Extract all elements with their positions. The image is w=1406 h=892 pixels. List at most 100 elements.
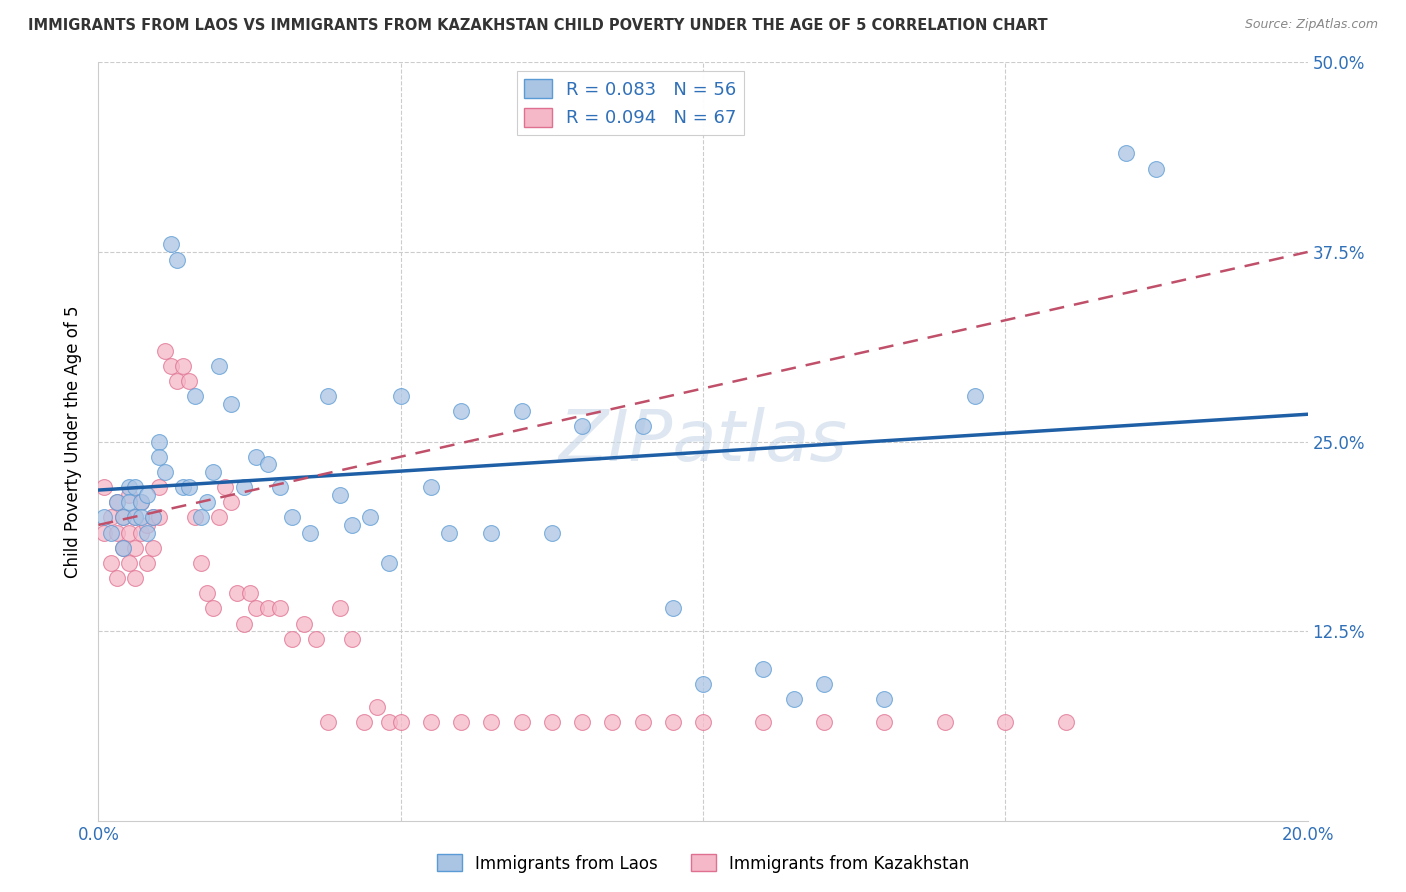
Point xyxy=(1144,161,1167,176)
Point xyxy=(166,374,188,388)
Point xyxy=(105,495,128,509)
Point xyxy=(105,525,128,540)
Point xyxy=(329,487,352,501)
Point xyxy=(269,480,291,494)
Point xyxy=(342,632,364,646)
Point xyxy=(221,495,243,509)
Point xyxy=(360,510,382,524)
Point xyxy=(571,715,593,730)
Point xyxy=(994,715,1017,730)
Point xyxy=(100,556,122,570)
Point xyxy=(292,616,315,631)
Point xyxy=(813,677,835,691)
Point xyxy=(299,525,322,540)
Point xyxy=(813,715,835,730)
Point xyxy=(661,601,683,615)
Point xyxy=(366,699,388,714)
Point xyxy=(129,525,152,540)
Point xyxy=(305,632,328,646)
Point xyxy=(752,662,775,676)
Point xyxy=(256,458,278,472)
Point xyxy=(783,692,806,706)
Point xyxy=(179,374,201,388)
Point xyxy=(631,715,654,730)
Point xyxy=(160,359,183,373)
Point xyxy=(510,404,533,418)
Text: IMMIGRANTS FROM LAOS VS IMMIGRANTS FROM KAZAKHSTAN CHILD POVERTY UNDER THE AGE O: IMMIGRANTS FROM LAOS VS IMMIGRANTS FROM … xyxy=(28,18,1047,33)
Point xyxy=(481,525,503,540)
Point xyxy=(129,495,152,509)
Point xyxy=(934,715,956,730)
Point xyxy=(105,495,128,509)
Point xyxy=(353,715,375,730)
Point xyxy=(540,525,562,540)
Point xyxy=(316,389,339,403)
Text: ZIPatlas: ZIPatlas xyxy=(558,407,848,476)
Point xyxy=(281,632,304,646)
Point xyxy=(281,510,304,524)
Point xyxy=(124,480,146,494)
Point xyxy=(148,480,170,494)
Point xyxy=(166,252,188,267)
Point xyxy=(135,556,157,570)
Point xyxy=(93,510,115,524)
Point xyxy=(100,510,122,524)
Point xyxy=(420,715,443,730)
Point xyxy=(481,715,503,730)
Point xyxy=(184,389,207,403)
Point xyxy=(118,556,141,570)
Point xyxy=(692,715,714,730)
Point xyxy=(153,343,176,358)
Point xyxy=(1115,146,1137,161)
Point xyxy=(245,601,267,615)
Point xyxy=(420,480,443,494)
Point xyxy=(118,525,141,540)
Point xyxy=(873,692,896,706)
Point xyxy=(172,480,194,494)
Point xyxy=(179,480,201,494)
Point xyxy=(148,450,170,464)
Point xyxy=(118,495,141,509)
Point xyxy=(148,434,170,449)
Point xyxy=(245,450,267,464)
Point xyxy=(124,571,146,585)
Point xyxy=(184,510,207,524)
Point xyxy=(232,616,254,631)
Point xyxy=(752,715,775,730)
Point xyxy=(195,586,218,600)
Point xyxy=(377,556,399,570)
Point xyxy=(118,480,141,494)
Point xyxy=(208,510,231,524)
Point xyxy=(148,510,170,524)
Point xyxy=(118,487,141,501)
Legend: R = 0.083   N = 56, R = 0.094   N = 67: R = 0.083 N = 56, R = 0.094 N = 67 xyxy=(517,71,744,135)
Point xyxy=(160,237,183,252)
Point xyxy=(111,541,134,555)
Point xyxy=(571,419,593,434)
Point xyxy=(226,586,249,600)
Point xyxy=(602,715,624,730)
Point xyxy=(129,495,152,509)
Point xyxy=(142,510,165,524)
Point xyxy=(190,556,212,570)
Point xyxy=(239,586,262,600)
Point xyxy=(329,601,352,615)
Point xyxy=(195,495,218,509)
Point xyxy=(221,396,243,410)
Point xyxy=(269,601,291,615)
Point xyxy=(135,487,157,501)
Point xyxy=(111,510,134,524)
Point xyxy=(389,389,412,403)
Point xyxy=(93,480,115,494)
Point xyxy=(540,715,562,730)
Point xyxy=(153,465,176,479)
Point xyxy=(172,359,194,373)
Point xyxy=(214,480,236,494)
Point xyxy=(965,389,987,403)
Point xyxy=(232,480,254,494)
Point xyxy=(437,525,460,540)
Point xyxy=(124,510,146,524)
Legend: Immigrants from Laos, Immigrants from Kazakhstan: Immigrants from Laos, Immigrants from Ka… xyxy=(430,847,976,880)
Point xyxy=(135,525,157,540)
Point xyxy=(202,601,225,615)
